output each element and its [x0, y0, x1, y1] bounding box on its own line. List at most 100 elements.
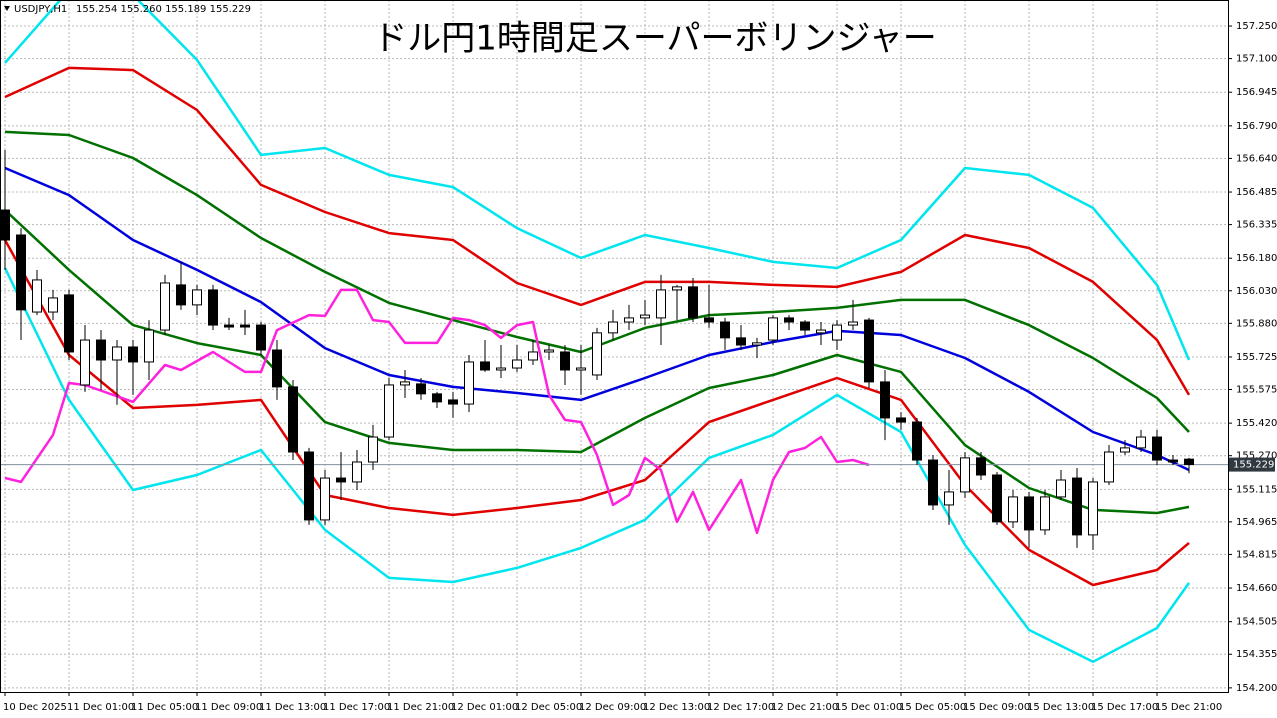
x-tick-label: 12 Dec 17:00 — [707, 702, 774, 713]
candle-body — [608, 321, 618, 334]
candle-body — [704, 317, 714, 323]
indicator-line — [4, 66, 1191, 396]
candle-body — [1088, 481, 1098, 536]
x-tick-label: 10 Dec 2025 — [3, 702, 67, 713]
x-tick-label: 15 Dec 01:00 — [835, 702, 902, 713]
axes: 157.250 157.100 156.945 156.790 156.640 156.4… — [3, 21, 1277, 713]
candle-body — [1152, 436, 1162, 461]
candle-body — [720, 321, 730, 339]
y-tick-label: 156.790 — [1236, 121, 1277, 132]
candle-body — [928, 459, 938, 506]
candle-body — [560, 351, 570, 371]
plot-area — [0, 0, 1228, 664]
candle-body — [960, 457, 970, 493]
y-tick-label: 156.180 — [1236, 253, 1277, 264]
candle-body — [464, 361, 474, 405]
indicator-line — [4, 209, 1190, 515]
candle-body — [16, 234, 26, 311]
candle-body — [304, 451, 314, 521]
candle-body — [96, 339, 106, 361]
x-tick-label: 15 Dec 17:00 — [1091, 702, 1158, 713]
symbol: USDJPY,H1 — [14, 4, 67, 15]
y-tick-label: 156.335 — [1236, 220, 1277, 231]
candle-body — [800, 321, 810, 331]
candle-body — [544, 349, 554, 353]
y-tick-label: 157.100 — [1236, 54, 1277, 65]
candle-body — [816, 329, 826, 334]
x-tick-label: 11 Dec 17:00 — [323, 702, 390, 713]
candle-body — [880, 381, 890, 419]
candle-body — [512, 359, 522, 369]
candle-body — [1024, 496, 1034, 531]
x-tick-label: 11 Dec 01:00 — [67, 702, 134, 713]
indicator-line — [3, 267, 1191, 664]
candle-body — [944, 491, 954, 506]
candle-body — [1168, 459, 1178, 463]
y-tick-label: 157.250 — [1236, 21, 1277, 32]
candle-body — [272, 349, 282, 388]
x-tick-label: 12 Dec 21:00 — [771, 702, 838, 713]
x-tick-label: 15 Dec 09:00 — [963, 702, 1030, 713]
candle-body — [784, 317, 794, 323]
y-tick-label: 155.115 — [1236, 484, 1277, 495]
candle-body — [624, 317, 634, 323]
candle-body — [192, 289, 202, 306]
candle-body — [736, 337, 746, 346]
candle-body — [912, 421, 922, 461]
candle-body — [688, 286, 698, 319]
y-tick-label: 154.660 — [1236, 583, 1277, 594]
candle-body — [576, 367, 586, 371]
candle-body — [992, 474, 1002, 523]
x-tick-label: 11 Dec 09:00 — [195, 702, 262, 713]
candle-body — [128, 346, 138, 363]
y-tick-label: 156.640 — [1236, 153, 1277, 164]
candle-body — [80, 339, 90, 386]
indicator-line — [3, 239, 1190, 587]
x-tick-label: 12 Dec 13:00 — [643, 702, 710, 713]
menu-arrow — [4, 6, 10, 11]
plot-frame — [0, 0, 1229, 693]
candle-body — [448, 399, 458, 405]
candle-body — [640, 314, 650, 319]
y-tick-label: 154.355 — [1236, 649, 1277, 660]
candle-body — [112, 346, 122, 361]
x-tick-label: 11 Dec 05:00 — [131, 702, 198, 713]
candle-body — [1120, 447, 1130, 453]
candle-body — [848, 321, 858, 326]
candle-body — [256, 324, 266, 351]
candle-body — [288, 386, 298, 453]
candle-body — [240, 324, 250, 328]
grid — [0, 0, 1228, 692]
candle-body — [832, 324, 842, 341]
y-tick-label: 155.575 — [1236, 385, 1277, 396]
y-tick-label: 155.420 — [1236, 418, 1277, 429]
y-tick-label: 156.485 — [1236, 187, 1277, 198]
candle-body — [768, 317, 778, 341]
indicator-line — [4, 166, 1190, 472]
candle-body — [896, 417, 906, 423]
x-tick-label: 11 Dec 21:00 — [387, 702, 454, 713]
indicator-line — [4, 288, 870, 535]
candle-body — [1056, 479, 1066, 498]
candle-body — [368, 436, 378, 463]
candle-body — [224, 324, 234, 328]
candle-body — [336, 477, 346, 483]
candle-body — [320, 477, 330, 521]
candle-body — [1008, 496, 1018, 523]
chart-title: ドル円1時間足スーパーボリンジャー — [373, 19, 937, 59]
candle-body — [496, 367, 506, 371]
candle-body — [1184, 458, 1194, 466]
x-tick-label: 12 Dec 09:00 — [579, 702, 646, 713]
candle-body — [208, 289, 218, 326]
candle-body — [144, 329, 154, 363]
candle-body — [416, 383, 426, 395]
y-tick-label: 154.815 — [1236, 549, 1277, 560]
y-tick-label: 154.965 — [1236, 517, 1277, 528]
price-tag — [1229, 457, 1275, 472]
candle-body — [672, 286, 682, 291]
x-tick-label: 11 Dec 13:00 — [259, 702, 326, 713]
candle-body — [976, 457, 986, 476]
y-tick-label: 155.725 — [1236, 352, 1277, 363]
x-tick-label: 15 Dec 05:00 — [899, 702, 966, 713]
x-tick-label: 12 Dec 05:00 — [515, 702, 582, 713]
